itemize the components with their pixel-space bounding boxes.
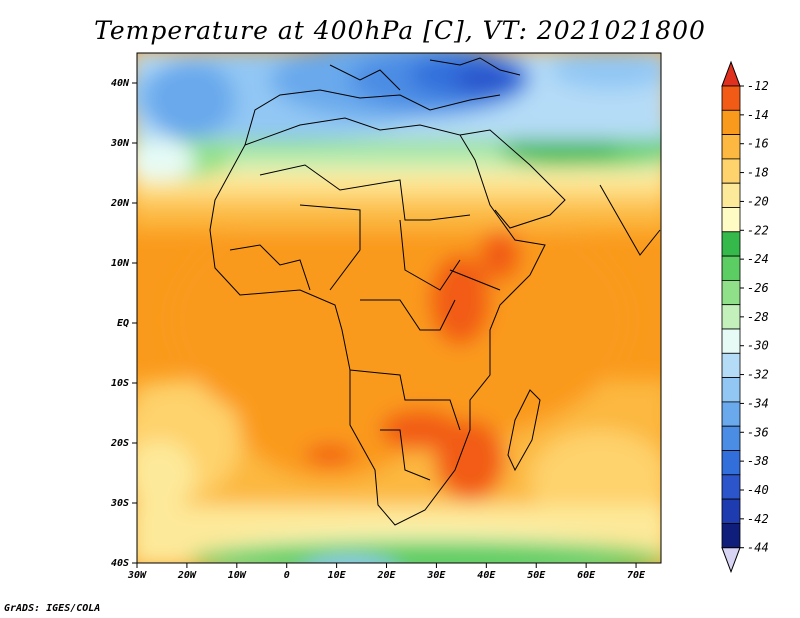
colorbar-label: -12: [747, 79, 769, 93]
lon-label: 30W: [127, 570, 147, 581]
colorbar-segment: [721, 85, 741, 111]
lat-label: 10N: [111, 258, 130, 269]
colorbar-bottom-arrow: [721, 547, 741, 574]
colorbar: -12 -14 -16 -18 -20 -22 -24 -26 -28 -30 -32 -34 -36 -…: [721, 60, 769, 574]
colorbar-label: -18: [747, 166, 769, 180]
map-frame: [136, 52, 662, 564]
colorbar-segment: [721, 304, 741, 330]
colorbar-label: -38: [747, 454, 769, 468]
colorbar-segment: [721, 158, 741, 184]
colorbar-segment: [721, 498, 741, 524]
lon-label: 60E: [577, 570, 596, 581]
coastlines: [209, 57, 661, 526]
colorbar-segment: [721, 255, 741, 281]
credit-text: GrADS: IGES/COLA: [4, 603, 101, 614]
colorbar-label: -14: [747, 108, 769, 122]
colorbar-segment: [721, 182, 741, 208]
colorbar-segment: [721, 401, 741, 427]
lon-label: 50E: [527, 570, 546, 581]
colorbar-label: -44: [747, 541, 769, 555]
colorbar-segment: [721, 377, 741, 403]
colorbar-label: -34: [747, 396, 769, 410]
colorbar-segment: [721, 425, 741, 451]
colorbar-label: -36: [747, 425, 769, 439]
colorbar-label: -42: [747, 512, 769, 526]
lon-label: 10E: [328, 570, 347, 581]
colorbar-segment: [721, 134, 741, 160]
colorbar-segment: [721, 279, 741, 306]
colorbar-label: -24: [747, 252, 769, 266]
lat-label: 40S: [111, 558, 129, 569]
lat-label: 30N: [110, 138, 130, 149]
colorbar-label: -30: [747, 339, 769, 353]
colorbar-label: -26: [747, 281, 769, 295]
colorbar-label: -16: [747, 137, 769, 151]
temperature-field: [137, 53, 661, 563]
latitude-axis: 40N 30N 20N 10N EQ 10S 20S 30S 40S: [110, 78, 137, 569]
colorbar-label: -28: [747, 310, 769, 324]
longitude-axis: 30W 20W 10W 0 10E 20E 30E 40E 50E 60E 70E: [127, 563, 646, 581]
lon-label: 30E: [426, 570, 446, 581]
lon-label: 70E: [627, 570, 646, 581]
lon-label: 0: [284, 570, 290, 581]
lat-label: 10S: [111, 378, 129, 389]
lat-label: 20N: [110, 198, 130, 209]
lat-label: 40N: [111, 78, 130, 89]
colorbar-segment: [721, 109, 741, 136]
chart-title: Temperature at 400hPa [C], VT: 202102180…: [94, 16, 706, 45]
colorbar-segment: [721, 231, 741, 257]
colorbar-segment: [721, 474, 741, 500]
colorbar-label: -20: [747, 194, 769, 208]
colorbar-segment: [721, 352, 741, 378]
lat-label: EQ: [117, 318, 129, 329]
colorbar-segment: [721, 523, 741, 549]
lon-label: 40E: [477, 570, 496, 581]
lat-label: 20S: [110, 438, 129, 449]
colorbar-label: -32: [747, 368, 769, 382]
colorbar-label: -22: [747, 223, 769, 237]
lon-label: 20W: [177, 570, 197, 581]
lon-label: 10W: [228, 570, 247, 581]
colorbar-segment: [721, 450, 741, 476]
colorbar-top-arrow: [721, 60, 741, 87]
colorbar-segment: [721, 207, 741, 233]
lon-label: 20E: [376, 570, 396, 581]
lat-label: 30S: [110, 498, 129, 509]
colorbar-segment: [721, 328, 741, 354]
colorbar-label: -40: [747, 483, 769, 497]
